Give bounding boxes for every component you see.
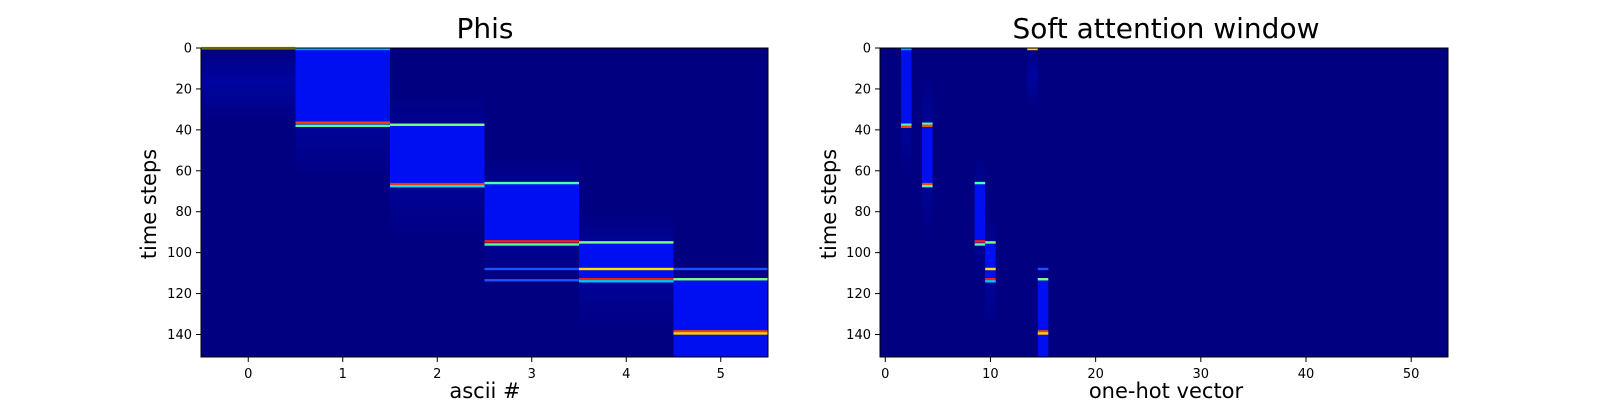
phis-column-2-peak [390, 123, 485, 184]
phis-x-tick-label-1: 1 [339, 367, 347, 382]
phis-heatmap [200, 46, 769, 358]
phis-y-tick-label-7: 140 [167, 328, 192, 343]
phis-column-5-line-2 [673, 330, 768, 333]
attention-x-tick-label-4: 40 [1298, 367, 1315, 382]
attention-column-2-peak [901, 48, 912, 124]
phis-column-2-line-1 [390, 182, 485, 186]
phis-x-ticks: 0 1 2 3 4 5 [244, 357, 725, 382]
attention-column-15-line-1 [1037, 278, 1049, 281]
phis-column-5-peak [673, 279, 768, 357]
attention-y-tick-label-2: 40 [854, 123, 871, 138]
phis-panel: Phis 0 1 2 3 4 5 0 20 40 60 80 100 120 140 ascii # t… [137, 12, 769, 400]
attention-x-tick-label-5: 50 [1403, 367, 1420, 382]
attention-column-14-window [1027, 48, 1038, 110]
phis-x-tick-label-4: 4 [622, 367, 630, 382]
phis-column-4-line-3 [579, 280, 674, 283]
attention-column-2-line-1 [901, 123, 912, 126]
attention-column-15-line-0 [1037, 267, 1049, 271]
attention-y-axis-label: time steps [817, 149, 841, 260]
attention-column-10-line-3 [985, 280, 996, 283]
phis-column-2-line-2 [390, 184, 485, 188]
phis-x-axis-label: ascii # [449, 379, 520, 400]
phis-x-tick-label-2: 2 [433, 367, 441, 382]
phis-column-3-line-4 [484, 279, 579, 282]
attention-column-9-line-0 [974, 181, 986, 185]
phis-column-3-line-0 [484, 181, 579, 185]
attention-y-tick-label-5: 100 [846, 246, 871, 261]
attention-y-ticks: 0 20 40 60 80 100 120 140 [846, 42, 880, 343]
attention-x-tick-label-1: 10 [982, 367, 999, 382]
phis-column-2-line-0 [390, 123, 485, 126]
attention-column-9-line-2 [974, 243, 986, 246]
attention-column-15-peak [1037, 279, 1049, 357]
attention-y-tick-label-0: 0 [863, 42, 871, 57]
phis-column-3-line-3 [484, 267, 579, 271]
attention-y-tick-label-4: 80 [854, 205, 871, 220]
phis-x-tick-label-0: 0 [244, 367, 252, 382]
attention-y-tick-label-3: 60 [854, 164, 871, 179]
phis-y-tick-label-4: 80 [175, 205, 192, 220]
attention-column-4-peak [922, 123, 933, 184]
attention-heatmap [879, 47, 1449, 358]
attention-panel: Soft attention window 0 10 20 30 40 50 0 20 40 6… [817, 12, 1449, 400]
phis-y-tick-label-1: 20 [175, 82, 192, 97]
phis-column-1-peak [295, 50, 390, 124]
phis-column-3-line-1 [484, 240, 579, 243]
attention-y-tick-label-6: 120 [846, 287, 871, 302]
attention-column-4-line-1 [922, 124, 933, 127]
phis-column-3-peak [484, 183, 579, 243]
phis-column-4-line-1 [579, 267, 674, 271]
phis-y-tick-label-6: 120 [167, 287, 192, 302]
phis-column-0-window [201, 48, 296, 124]
phis-column-4-line-2 [579, 278, 674, 281]
phis-y-tick-label-3: 60 [175, 164, 192, 179]
phis-column-4-peak [579, 242, 674, 280]
attention-x-tick-label-2: 20 [1087, 367, 1104, 382]
phis-column-4-line-0 [579, 241, 674, 244]
attention-frame [879, 47, 1449, 358]
attention-y-tick-label-7: 140 [846, 328, 871, 343]
attention-column-15-line-2 [1037, 330, 1049, 333]
attention-column-9-line-1 [974, 240, 986, 243]
phis-y-tick-label-0: 0 [184, 42, 192, 57]
phis-column-1-line-0 [295, 47, 390, 51]
phis-column-5-line-0 [673, 267, 768, 271]
phis-column-1-line-2 [295, 124, 390, 127]
attention-column-10-line-0 [985, 241, 996, 244]
phis-x-tick-label-5: 5 [717, 367, 725, 382]
phis-column-5-line-3 [673, 332, 768, 335]
phis-frame [200, 47, 769, 358]
phis-x-tick-label-3: 3 [528, 367, 536, 382]
attention-title: Soft attention window [1012, 12, 1319, 45]
attention-x-tick-label-3: 30 [1193, 367, 1210, 382]
phis-column-5-line-1 [673, 278, 768, 281]
attention-column-10-line-1 [985, 267, 996, 271]
phis-y-tick-label-2: 40 [175, 123, 192, 138]
phis-column-3-line-2 [484, 243, 579, 246]
attention-column-10-peak [985, 242, 996, 282]
phis-y-axis-label: time steps [137, 149, 161, 260]
phis-title: Phis [457, 12, 514, 45]
attention-x-ticks: 0 10 20 30 40 50 [881, 357, 1419, 382]
attention-column-10-line-2 [985, 278, 996, 281]
attention-column-14-line-0 [1027, 47, 1038, 51]
attention-column-2-line-2 [901, 125, 912, 128]
attention-column-4-line-2 [922, 182, 933, 186]
phis-column-1-line-1 [295, 121, 390, 124]
phis-y-ticks: 0 20 40 60 80 100 120 140 [167, 42, 201, 343]
attention-y-tick-label-1: 20 [854, 82, 871, 97]
attention-x-axis-label: one-hot vector [1089, 379, 1244, 400]
phis-y-tick-label-5: 100 [167, 246, 192, 261]
attention-column-9-peak [974, 183, 986, 245]
attention-x-tick-label-0: 0 [881, 367, 889, 382]
attention-column-4-line-0 [922, 122, 933, 125]
attention-column-15-line-3 [1037, 332, 1049, 335]
attention-column-4-line-3 [922, 184, 933, 188]
attention-background [880, 48, 1448, 357]
attention-column-2-line-0 [901, 47, 912, 51]
